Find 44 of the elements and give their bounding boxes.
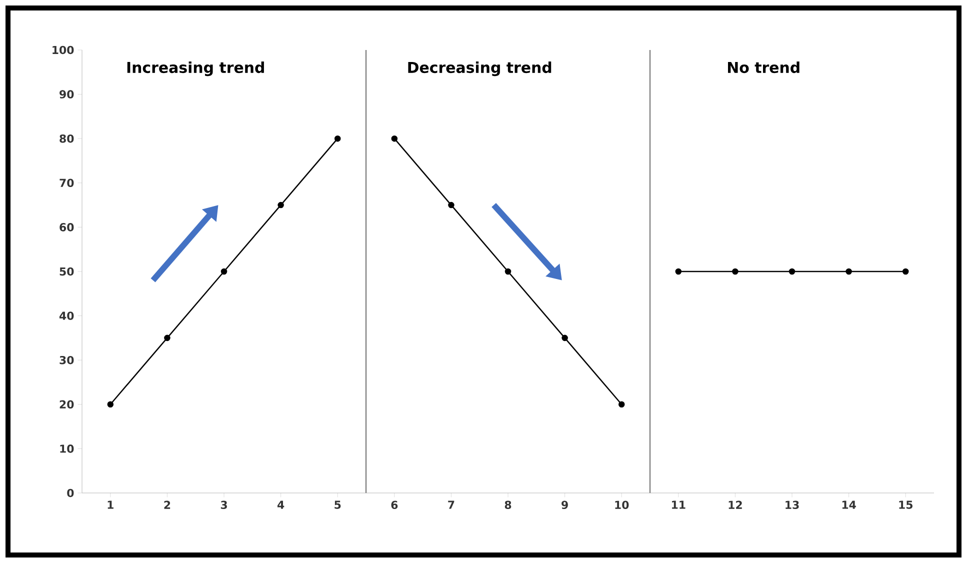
x-tick-label: 4	[277, 500, 284, 509]
x-tick-label: 14	[842, 500, 856, 509]
y-tick-label: 70	[60, 178, 74, 188]
y-tick-label: 0	[67, 488, 74, 498]
x-tick-label: 13	[786, 500, 799, 510]
point	[278, 202, 284, 208]
x-tick-label: 1	[108, 500, 114, 509]
point	[788, 268, 796, 275]
y-tick-label: 40	[59, 312, 74, 320]
point	[164, 334, 170, 342]
x-tick-label: 2	[164, 500, 170, 509]
point	[504, 268, 512, 275]
point	[902, 268, 909, 275]
annotation: Decreasing trend	[408, 62, 552, 76]
x-tick-label: 10	[615, 500, 629, 510]
point	[675, 268, 682, 275]
x-tick-label: 7	[448, 500, 454, 509]
point	[107, 401, 114, 408]
x-tick-label: 15	[899, 500, 912, 509]
y-tick-label: 90	[60, 90, 74, 98]
point	[334, 135, 341, 142]
point	[618, 401, 625, 408]
annotation: Increasing trend	[127, 62, 264, 76]
y-tick-label: 100	[52, 46, 74, 54]
x-tick-label: 6	[391, 500, 398, 510]
y-tick-label: 60	[60, 223, 74, 232]
point	[846, 268, 852, 275]
annotation: No trend	[728, 62, 800, 74]
y-tick-label: 20	[60, 400, 74, 409]
point	[220, 268, 228, 275]
y-tick-label: 30	[60, 356, 74, 364]
point	[562, 334, 568, 342]
x-tick-label: 11	[672, 500, 686, 509]
y-tick-label: 10	[60, 444, 74, 453]
x-tick-label: 5	[334, 500, 341, 509]
x-tick-label: 12	[728, 500, 742, 509]
point	[391, 135, 398, 142]
x-tick-label: 9	[562, 500, 568, 510]
point	[448, 202, 454, 208]
x-tick-label: 3	[220, 500, 227, 510]
point	[732, 268, 738, 275]
y-tick-label: 50	[60, 267, 74, 276]
y-tick-label: 80	[60, 134, 74, 143]
x-tick-label: 8	[504, 500, 512, 510]
